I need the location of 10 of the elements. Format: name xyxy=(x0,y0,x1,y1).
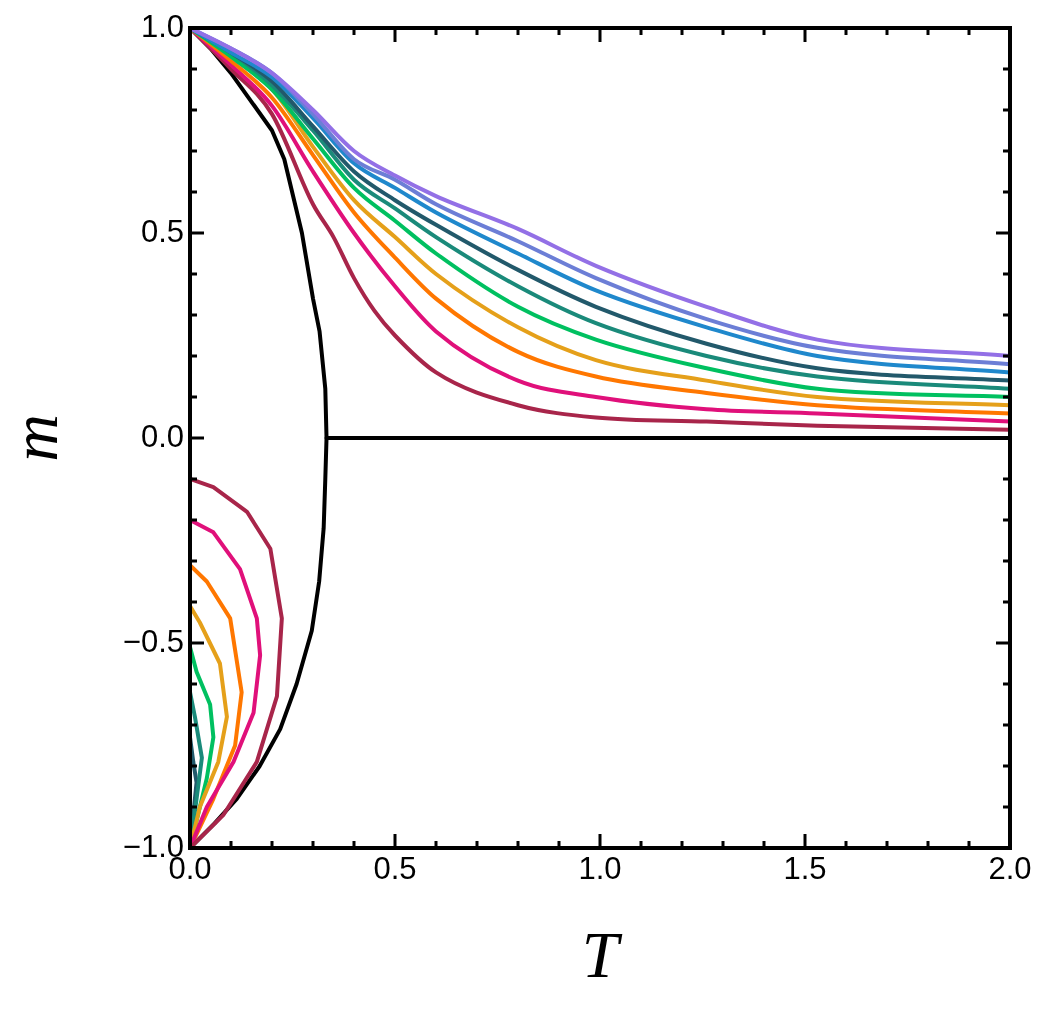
y-tick-label: 0.0 xyxy=(140,418,184,454)
y-tick-label: −0.5 xyxy=(122,623,184,659)
y-tick-label: 0.5 xyxy=(140,213,184,249)
x-tick-label: 1.0 xyxy=(578,851,622,887)
x-tick-label: 0.5 xyxy=(373,851,417,887)
x-axis-title: T xyxy=(581,917,623,991)
y-axis-title: m xyxy=(0,414,71,462)
y-tick-label: 1.0 xyxy=(140,8,184,44)
x-tick-label: 1.5 xyxy=(783,851,827,887)
x-tick-label: 2.0 xyxy=(988,851,1032,887)
